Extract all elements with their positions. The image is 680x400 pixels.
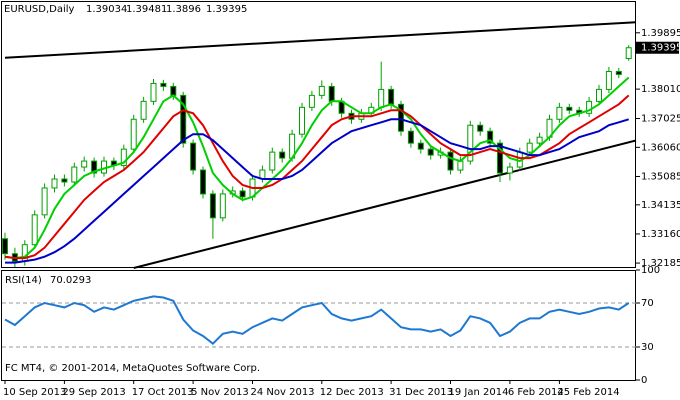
rsi-tick-label: 70 bbox=[641, 298, 654, 309]
candle-body bbox=[299, 106, 305, 135]
candle-body bbox=[605, 70, 612, 90]
rsi-value: 70.0293 bbox=[50, 275, 91, 286]
rsi-tick-label: 30 bbox=[641, 342, 654, 353]
candle-body bbox=[388, 88, 395, 105]
x-tick-label: 17 Oct 2013 bbox=[132, 387, 194, 398]
rsi-tick-label: 0 bbox=[641, 375, 647, 386]
y-tick-label: 1.32185 bbox=[641, 258, 680, 269]
candle-body bbox=[150, 82, 157, 102]
last-price-label: 1.39395 bbox=[641, 43, 680, 54]
candle-body bbox=[625, 47, 632, 60]
candle-body bbox=[427, 148, 434, 156]
candle-body bbox=[200, 169, 206, 195]
candle-body bbox=[566, 106, 573, 111]
candle-body bbox=[378, 88, 385, 108]
chart-title: EURUSD,Daily bbox=[4, 4, 75, 15]
candle-body bbox=[180, 94, 187, 144]
moving-average bbox=[4, 94, 630, 260]
candle-body bbox=[328, 85, 335, 102]
candle-body bbox=[398, 103, 404, 132]
candle-body bbox=[170, 85, 177, 96]
candle-body bbox=[2, 238, 8, 255]
candle-body bbox=[71, 166, 78, 183]
candle-body bbox=[457, 160, 464, 171]
open-price: 1.39034 bbox=[86, 4, 127, 15]
rsi-tick-label: 100 bbox=[641, 265, 660, 276]
candle-body bbox=[81, 160, 88, 168]
candle-body bbox=[239, 190, 246, 198]
candle-body bbox=[447, 151, 454, 171]
candle-body bbox=[120, 148, 127, 167]
trendline bbox=[133, 139, 637, 269]
x-tick-label: 5 Nov 2013 bbox=[191, 387, 249, 398]
copyright: FC MT4, © 2001-2014, MetaQuotes Software… bbox=[5, 363, 260, 374]
x-tick-label: 19 Jan 2014 bbox=[449, 387, 509, 398]
candle-body bbox=[477, 124, 484, 132]
candle-body bbox=[140, 100, 147, 120]
candle-body bbox=[467, 124, 474, 162]
candle-body bbox=[91, 160, 98, 174]
high-price: 1.39481 bbox=[126, 4, 167, 15]
candle-body bbox=[596, 88, 602, 102]
candle-body bbox=[586, 100, 593, 114]
candle-body bbox=[506, 166, 513, 174]
y-tick-label: 1.37025 bbox=[641, 114, 680, 125]
rsi-panel bbox=[1, 270, 636, 381]
candle-body bbox=[318, 85, 325, 96]
candle-body bbox=[41, 187, 48, 216]
candle-body bbox=[487, 130, 494, 144]
y-tick-label: 1.34135 bbox=[641, 200, 680, 211]
x-tick-label: 31 Dec 2013 bbox=[389, 387, 453, 398]
x-tick-label: 10 Sep 2013 bbox=[3, 387, 66, 398]
moving-average bbox=[5, 118, 629, 264]
candle-body bbox=[526, 142, 533, 153]
x-tick-label: 24 Nov 2013 bbox=[251, 387, 315, 398]
x-tick-label: 25 Feb 2014 bbox=[557, 387, 619, 398]
candle-body bbox=[279, 151, 286, 159]
y-tick-label: 1.33160 bbox=[641, 229, 680, 240]
candle-body bbox=[160, 82, 167, 87]
candle-body bbox=[61, 178, 68, 183]
candle-body bbox=[615, 70, 622, 75]
last-price-box bbox=[636, 41, 679, 54]
candle-body bbox=[219, 193, 226, 219]
trendline bbox=[4, 21, 637, 59]
x-tick-label: 12 Dec 2013 bbox=[320, 387, 384, 398]
low-price: 1.3896 bbox=[166, 4, 201, 15]
x-tick-label: 29 Sep 2013 bbox=[62, 387, 125, 398]
y-tick-label: 1.36060 bbox=[641, 142, 680, 153]
candle-body bbox=[51, 178, 58, 189]
rsi-line bbox=[4, 295, 630, 346]
candle-body bbox=[556, 106, 563, 120]
candle-body bbox=[417, 142, 424, 150]
candle-body bbox=[209, 193, 216, 219]
candle-body bbox=[31, 214, 38, 246]
y-tick-label: 1.38010 bbox=[641, 84, 680, 95]
candle-body bbox=[190, 142, 197, 171]
candle-body bbox=[497, 142, 503, 174]
price-panel bbox=[1, 1, 636, 268]
candle-body bbox=[308, 94, 315, 108]
y-tick-label: 1.35085 bbox=[641, 171, 680, 182]
candle-body bbox=[407, 130, 414, 144]
close-price: 1.39395 bbox=[206, 4, 247, 15]
rsi-name: RSI(14) bbox=[5, 275, 42, 286]
candle-body bbox=[130, 118, 137, 150]
candle-body bbox=[536, 136, 543, 144]
y-tick-label: 1.39895 bbox=[641, 28, 680, 39]
candle-body bbox=[269, 151, 276, 171]
x-tick-label: 6 Feb 2014 bbox=[508, 387, 564, 398]
